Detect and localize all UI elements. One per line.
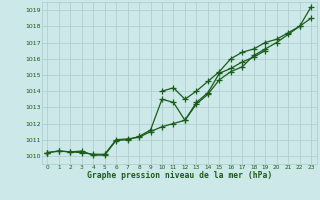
X-axis label: Graphe pression niveau de la mer (hPa): Graphe pression niveau de la mer (hPa) <box>87 171 272 180</box>
